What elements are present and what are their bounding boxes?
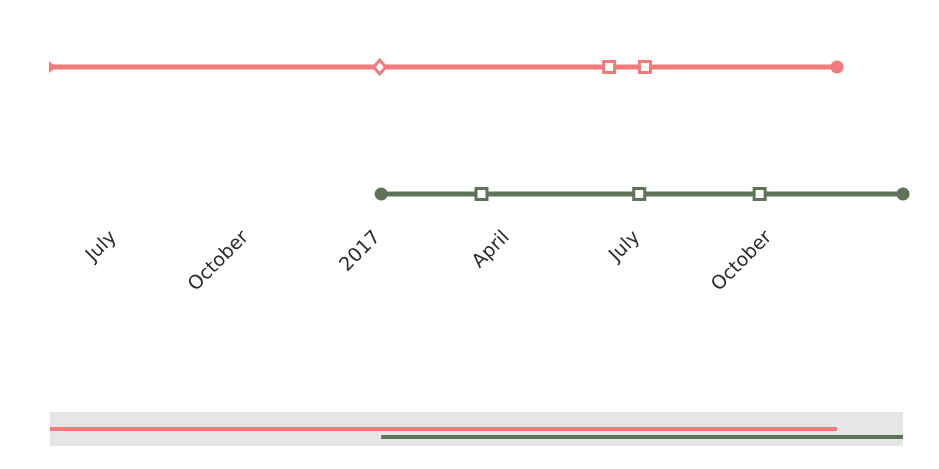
- event-marker-square[interactable]: [602, 60, 617, 74]
- event-marker-square[interactable]: [752, 187, 767, 201]
- event-marker-square[interactable]: [474, 187, 489, 201]
- x-tick-label: April: [467, 226, 513, 272]
- series-lane: [374, 187, 910, 201]
- event-marker-triangle[interactable]: [49, 61, 56, 73]
- x-tick-label: October: [183, 226, 252, 295]
- x-tick-label: July: [80, 226, 120, 266]
- event-marker-circle[interactable]: [896, 187, 910, 201]
- event-marker-square[interactable]: [637, 60, 652, 74]
- event-marker-circle[interactable]: [830, 60, 844, 74]
- event-marker-square[interactable]: [632, 187, 647, 201]
- event-marker-diamond[interactable]: [371, 57, 388, 77]
- x-tick-label: October: [707, 226, 776, 295]
- navigator[interactable]: [50, 412, 903, 446]
- x-axis-labels: July October 2017 April July October: [80, 226, 776, 295]
- x-tick-label: 2017: [335, 226, 385, 276]
- x-tick-label: July: [604, 226, 644, 266]
- series-group: [49, 57, 910, 201]
- event-marker-circle[interactable]: [374, 187, 388, 201]
- series-lane: [49, 57, 844, 77]
